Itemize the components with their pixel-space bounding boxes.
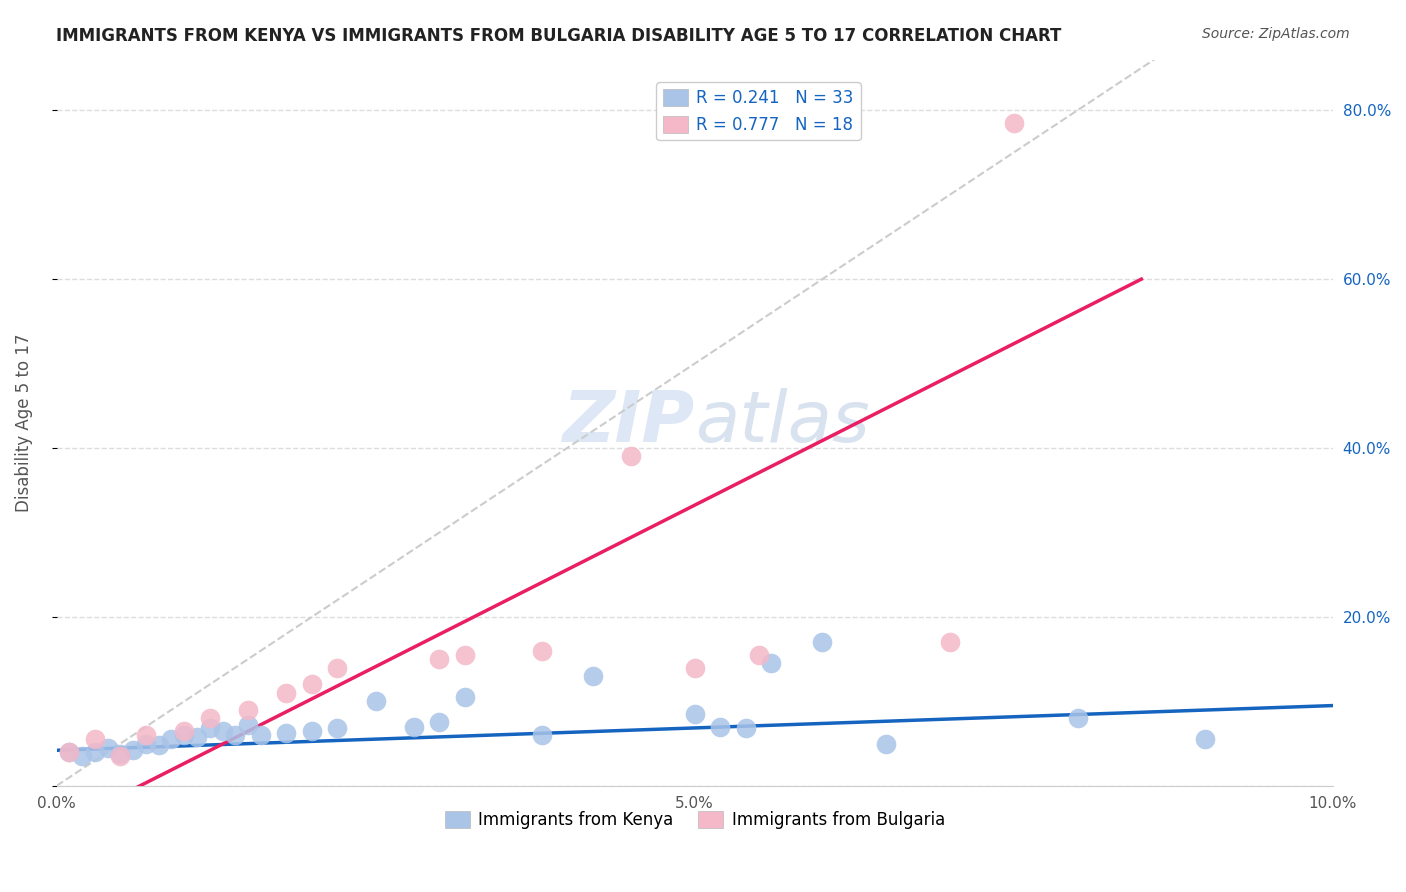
Point xyxy=(236,718,259,732)
Point xyxy=(620,450,643,464)
Point xyxy=(148,738,170,752)
Y-axis label: Disability Age 5 to 17: Disability Age 5 to 17 xyxy=(15,334,32,512)
Point xyxy=(301,723,323,738)
Point xyxy=(1194,732,1216,747)
Point xyxy=(747,648,769,662)
Point xyxy=(110,749,132,764)
Point xyxy=(581,669,603,683)
Point xyxy=(173,723,195,738)
Point xyxy=(454,648,477,662)
Point xyxy=(110,747,132,761)
Point xyxy=(58,745,80,759)
Point xyxy=(122,743,145,757)
Point xyxy=(364,694,387,708)
Point xyxy=(160,732,183,747)
Point xyxy=(301,677,323,691)
Point xyxy=(875,737,897,751)
Point xyxy=(97,740,120,755)
Point xyxy=(276,686,298,700)
Legend: Immigrants from Kenya, Immigrants from Bulgaria: Immigrants from Kenya, Immigrants from B… xyxy=(437,804,952,836)
Point xyxy=(1002,116,1025,130)
Point xyxy=(198,711,221,725)
Point xyxy=(83,732,105,747)
Point xyxy=(83,745,105,759)
Point xyxy=(709,720,731,734)
Point xyxy=(249,728,271,742)
Point xyxy=(429,652,451,666)
Point xyxy=(70,749,93,764)
Point xyxy=(734,722,756,736)
Point xyxy=(236,703,259,717)
Point xyxy=(683,660,706,674)
Point xyxy=(530,728,553,742)
Text: atlas: atlas xyxy=(695,388,869,458)
Point xyxy=(276,726,298,740)
Point xyxy=(1066,711,1088,725)
Text: IMMIGRANTS FROM KENYA VS IMMIGRANTS FROM BULGARIA DISABILITY AGE 5 TO 17 CORRELA: IMMIGRANTS FROM KENYA VS IMMIGRANTS FROM… xyxy=(56,27,1062,45)
Point xyxy=(683,706,706,721)
Point xyxy=(429,715,451,730)
Point xyxy=(211,723,233,738)
Point xyxy=(198,722,221,736)
Text: Source: ZipAtlas.com: Source: ZipAtlas.com xyxy=(1202,27,1350,41)
Point xyxy=(326,660,349,674)
Point xyxy=(454,690,477,705)
Point xyxy=(530,643,553,657)
Point xyxy=(58,745,80,759)
Point xyxy=(135,728,157,742)
Point xyxy=(326,722,349,736)
Text: ZIP: ZIP xyxy=(562,388,695,458)
Point xyxy=(761,657,783,671)
Point xyxy=(402,720,425,734)
Point xyxy=(224,728,246,742)
Point xyxy=(939,635,962,649)
Point xyxy=(173,728,195,742)
Point xyxy=(811,635,834,649)
Point xyxy=(186,730,208,744)
Point xyxy=(135,737,157,751)
